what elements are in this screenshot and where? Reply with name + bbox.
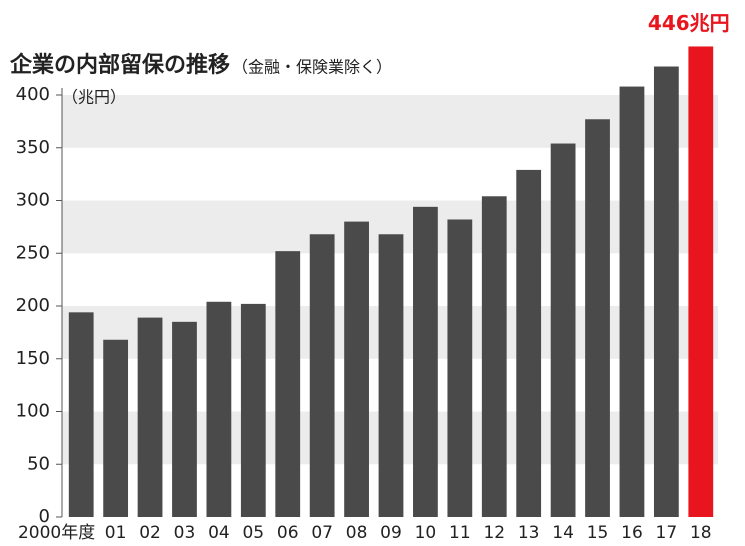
x-tick-label: 08	[346, 523, 368, 543]
x-tick-label: 06	[277, 523, 299, 543]
x-tick-label: 16	[621, 523, 643, 543]
x-tick-label: 03	[174, 523, 196, 543]
x-tick-label: 07	[311, 523, 333, 543]
bar	[619, 86, 645, 517]
bar	[206, 301, 232, 517]
bar	[585, 119, 610, 517]
x-tick-label: 09	[380, 523, 402, 543]
bar	[447, 219, 473, 518]
y-tick-label: 100	[16, 401, 50, 422]
x-tick-label: 05	[242, 523, 264, 543]
chart-title: 企業の内部留保の推移	[9, 52, 230, 78]
y-tick-label: 150	[16, 348, 50, 369]
x-tick-label: 04	[208, 523, 230, 543]
x-tick-label: 15	[587, 523, 609, 543]
x-tick-label: 17	[656, 523, 678, 543]
bar	[688, 46, 714, 517]
bar	[137, 317, 163, 517]
x-tick-label: 2000年度	[18, 523, 95, 543]
x-tick-label: 10	[415, 523, 437, 543]
bar	[309, 234, 335, 517]
x-tick-label: 14	[552, 523, 574, 543]
bar	[481, 196, 507, 517]
x-tick-label: 02	[139, 523, 161, 543]
bar	[550, 143, 576, 517]
y-tick-label: 250	[16, 242, 50, 263]
y-tick-label: 50	[27, 453, 50, 474]
bar	[344, 221, 369, 517]
bar	[103, 339, 129, 517]
y-tick-label: 0	[39, 506, 50, 527]
chart-subtitle: （金融・保険業除く）	[232, 58, 392, 77]
x-tick-label: 12	[483, 523, 505, 543]
bar	[68, 312, 94, 517]
bar	[413, 206, 438, 517]
x-tick-label: 13	[518, 523, 540, 543]
bar	[516, 169, 542, 517]
bar	[378, 234, 404, 517]
y-tick-label: 350	[16, 137, 50, 158]
bar	[240, 303, 266, 517]
y-axis-label: （兆円）	[62, 88, 126, 107]
value-label: 446兆円	[648, 11, 730, 35]
bar	[172, 321, 197, 517]
bar	[275, 251, 301, 517]
x-tick-label: 01	[105, 523, 127, 543]
y-tick-label: 400	[16, 84, 50, 105]
x-tick-label: 11	[449, 523, 471, 543]
y-tick-label: 300	[16, 190, 50, 211]
bar	[653, 66, 679, 517]
y-tick-label: 200	[16, 295, 50, 316]
x-tick-label: 18	[690, 523, 712, 543]
